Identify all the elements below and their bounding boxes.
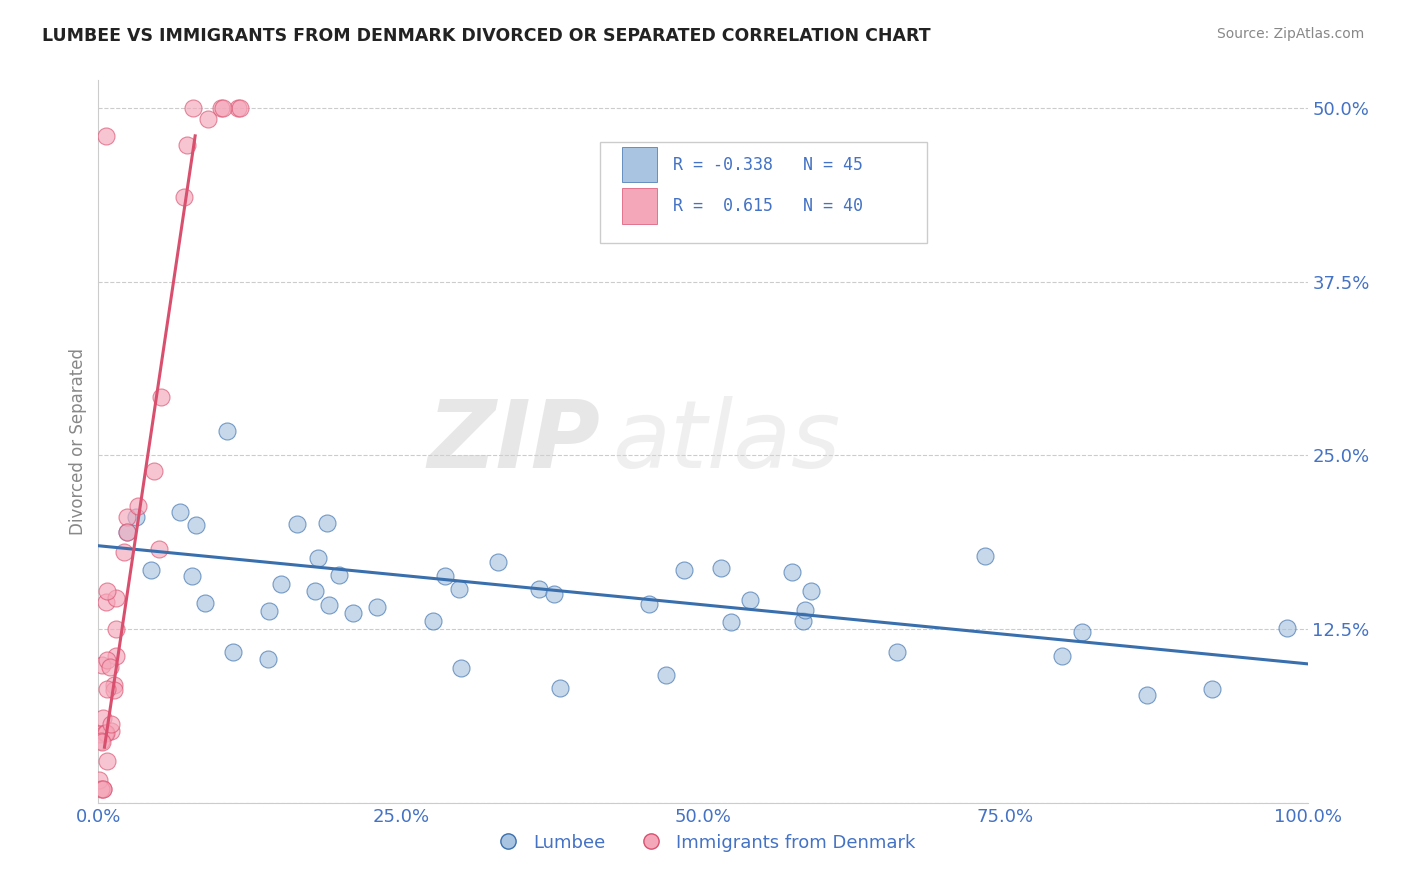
Point <box>328 568 350 582</box>
Point <box>720 615 742 630</box>
Point <box>672 563 695 577</box>
Point <box>316 516 339 531</box>
Point <box>1201 681 1223 696</box>
Point <box>285 517 308 532</box>
Point <box>96 584 118 599</box>
Point <box>222 645 245 659</box>
Point <box>91 711 114 725</box>
Legend: Lumbee, Immigrants from Denmark: Lumbee, Immigrants from Denmark <box>484 826 922 859</box>
Text: R =  0.615   N = 40: R = 0.615 N = 40 <box>672 197 863 215</box>
Point <box>90 657 112 672</box>
Point <box>1070 624 1092 639</box>
Point <box>212 101 235 115</box>
Point <box>256 651 278 665</box>
Point <box>1050 648 1073 663</box>
Point <box>90 781 112 796</box>
Point <box>112 545 135 559</box>
Point <box>115 524 138 539</box>
Point <box>655 668 678 682</box>
Point <box>209 101 232 115</box>
Point <box>447 582 470 597</box>
Point <box>304 584 326 599</box>
Point <box>197 112 219 127</box>
Point <box>104 622 127 636</box>
Point <box>194 596 217 610</box>
Text: ZIP: ZIP <box>427 395 600 488</box>
Point <box>800 584 823 599</box>
Point <box>115 524 138 539</box>
Point <box>94 726 117 740</box>
FancyBboxPatch shape <box>621 188 657 224</box>
Point <box>548 681 571 695</box>
Point <box>792 614 814 628</box>
Point <box>486 555 509 569</box>
Point <box>96 681 118 696</box>
Point <box>637 597 659 611</box>
Point <box>257 604 280 618</box>
Point <box>103 678 125 692</box>
Point <box>270 577 292 591</box>
Text: Source: ZipAtlas.com: Source: ZipAtlas.com <box>1216 27 1364 41</box>
Point <box>229 101 252 115</box>
Point <box>793 603 815 617</box>
Point <box>91 781 114 796</box>
Point <box>710 560 733 574</box>
Point <box>94 128 117 143</box>
Point <box>91 781 114 796</box>
Point <box>307 550 329 565</box>
Point <box>94 725 117 739</box>
Point <box>782 565 804 579</box>
Point <box>226 101 249 115</box>
Point <box>169 505 191 519</box>
Point <box>366 600 388 615</box>
Point <box>91 735 114 749</box>
Point <box>186 517 208 532</box>
Point <box>527 582 550 597</box>
FancyBboxPatch shape <box>600 142 927 243</box>
Point <box>139 563 162 577</box>
Point <box>740 592 762 607</box>
Point <box>96 653 118 667</box>
Point <box>100 724 122 739</box>
Point <box>176 137 198 152</box>
Text: R = -0.338   N = 45: R = -0.338 N = 45 <box>672 156 863 174</box>
Point <box>105 591 128 606</box>
Point <box>100 716 122 731</box>
Point <box>143 464 166 478</box>
Point <box>434 568 457 582</box>
Y-axis label: Divorced or Separated: Divorced or Separated <box>69 348 87 535</box>
Point <box>422 615 444 629</box>
Point <box>125 510 148 524</box>
Point <box>98 660 121 674</box>
Point <box>450 660 472 674</box>
Point <box>342 606 364 620</box>
Point <box>181 101 204 115</box>
Point <box>89 727 111 741</box>
FancyBboxPatch shape <box>621 147 657 183</box>
Point <box>127 499 149 513</box>
Point <box>215 424 238 438</box>
Point <box>181 569 204 583</box>
Point <box>94 595 117 609</box>
Point <box>318 599 340 613</box>
Point <box>148 542 170 557</box>
Point <box>1136 689 1159 703</box>
Point <box>974 549 997 563</box>
Point <box>1275 621 1298 635</box>
Point <box>150 390 173 404</box>
Point <box>115 510 138 524</box>
Point <box>87 772 110 787</box>
Point <box>104 648 127 663</box>
Point <box>173 190 195 204</box>
Point <box>90 733 112 747</box>
Point <box>103 683 125 698</box>
Point <box>543 586 565 600</box>
Text: LUMBEE VS IMMIGRANTS FROM DENMARK DIVORCED OR SEPARATED CORRELATION CHART: LUMBEE VS IMMIGRANTS FROM DENMARK DIVORC… <box>42 27 931 45</box>
Text: atlas: atlas <box>613 396 841 487</box>
Point <box>96 754 118 768</box>
Point <box>886 645 908 659</box>
